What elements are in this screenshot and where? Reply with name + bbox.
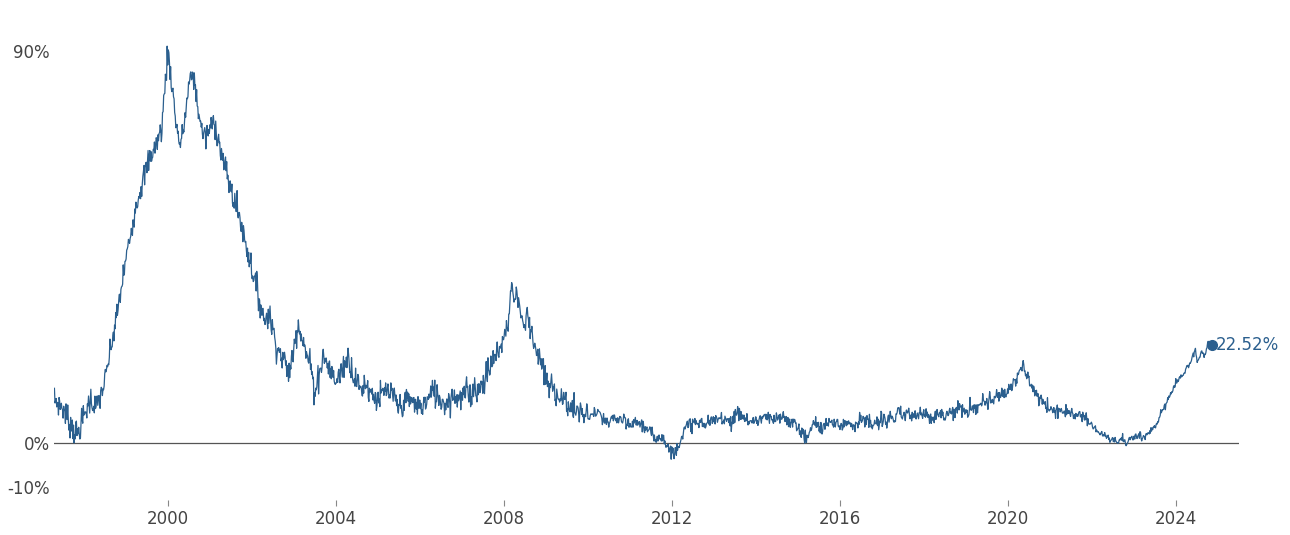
- Text: 22.52%: 22.52%: [1216, 336, 1280, 354]
